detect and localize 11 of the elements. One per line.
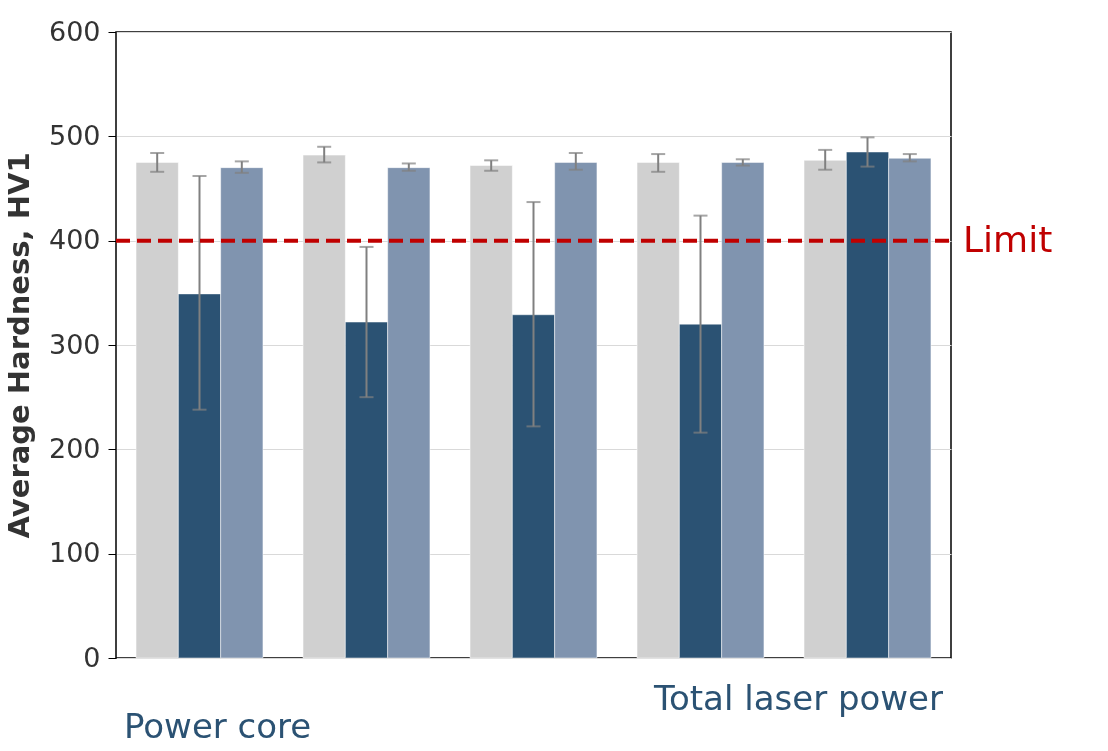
y-tick-label: 300 [48,328,101,360]
y-tick-label: 600 [48,15,101,47]
y-tick-label: 400 [48,224,101,256]
y-tick-label: 0 [83,641,101,673]
ref-line-label: Limit [963,218,1053,260]
y-tick-label: 200 [48,432,101,464]
y-tick-label: 100 [48,537,101,569]
text: Power core [124,706,312,746]
y-tick-label: 500 [48,119,101,151]
y-axis-title: Average Hardness, HV1 [1,152,36,539]
text: Total laser power [653,678,944,718]
